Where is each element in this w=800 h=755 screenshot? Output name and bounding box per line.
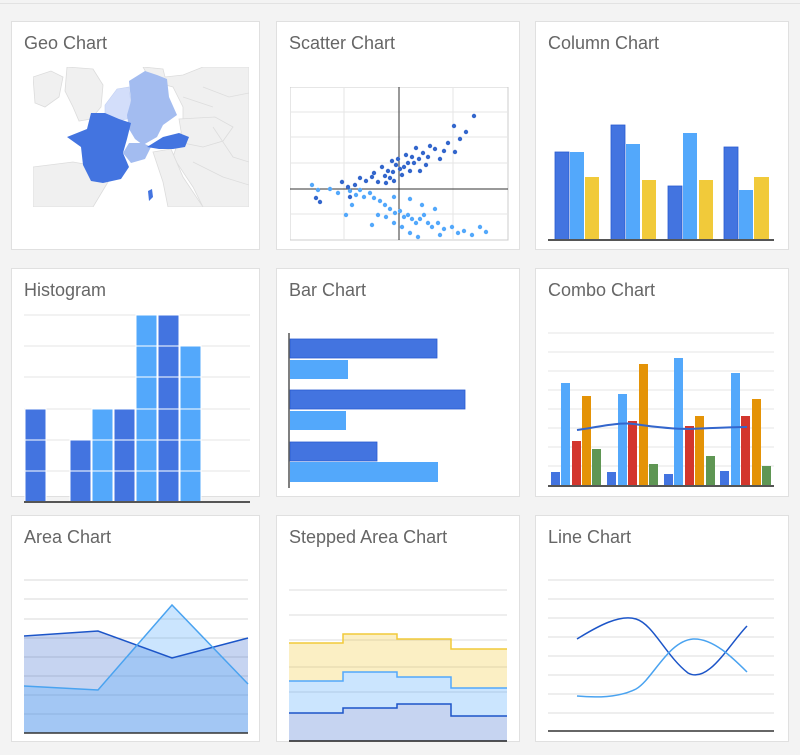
card-title: Scatter Chart bbox=[289, 33, 396, 53]
line-chart-card[interactable]: Line Chart bbox=[535, 515, 789, 742]
column-group-d bbox=[723, 146, 769, 241]
line-series-2 bbox=[576, 638, 748, 698]
column-chart-plot[interactable] bbox=[548, 112, 776, 242]
scatter-chart-plot[interactable] bbox=[290, 87, 510, 242]
area-chart-plot[interactable] bbox=[24, 576, 250, 736]
geo-region-austria bbox=[147, 133, 189, 149]
stepped-area-chart-plot[interactable] bbox=[289, 586, 509, 746]
stepped-area-chart-card[interactable]: Stepped Area Chart bbox=[276, 515, 520, 742]
bar-chart-plot[interactable] bbox=[288, 331, 508, 491]
geo-region-corsica bbox=[148, 189, 153, 201]
card-title: Stepped Area Chart bbox=[289, 527, 448, 547]
histogram-plot[interactable] bbox=[24, 313, 250, 503]
area-series-1 bbox=[24, 631, 248, 733]
line-chart-plot[interactable] bbox=[548, 576, 776, 736]
combo-average-line bbox=[576, 422, 748, 431]
column-group-b bbox=[610, 124, 656, 241]
area-series-2 bbox=[24, 605, 248, 733]
line-series-1 bbox=[576, 617, 748, 676]
card-title: Column Chart bbox=[548, 33, 660, 53]
scatter-chart-card[interactable]: Scatter Chart bbox=[276, 21, 520, 250]
stepped-series-2 bbox=[289, 672, 507, 716]
card-title: Geo Chart bbox=[24, 33, 108, 53]
combo-group-c bbox=[664, 358, 715, 486]
card-title: Area Chart bbox=[24, 527, 112, 547]
stepped-series-3 bbox=[289, 634, 507, 688]
column-chart-card[interactable]: Column Chart bbox=[535, 21, 789, 250]
geo-chart-card[interactable]: Geo Chart bbox=[11, 21, 260, 250]
card-title: Histogram bbox=[24, 280, 107, 300]
combo-chart-card[interactable]: Combo Chart bbox=[535, 268, 789, 497]
histogram-card[interactable]: Histogram bbox=[11, 268, 260, 503]
area-chart-card[interactable]: Area Chart bbox=[11, 515, 260, 742]
geo-chart-map[interactable] bbox=[33, 67, 249, 207]
top-divider bbox=[0, 3, 800, 4]
column-group-c bbox=[667, 133, 713, 241]
card-title: Combo Chart bbox=[548, 280, 656, 300]
combo-group-d bbox=[720, 373, 771, 486]
bar-chart-card[interactable]: Bar Chart bbox=[276, 268, 520, 497]
card-title: Bar Chart bbox=[289, 280, 367, 300]
geo-region-france bbox=[67, 113, 131, 183]
combo-chart-plot[interactable] bbox=[548, 329, 776, 489]
combo-group-a bbox=[551, 383, 601, 486]
geo-region-switzerland bbox=[123, 143, 151, 163]
card-title: Line Chart bbox=[548, 527, 632, 547]
geo-region-germany bbox=[127, 71, 177, 145]
column-group-a bbox=[554, 151, 599, 241]
